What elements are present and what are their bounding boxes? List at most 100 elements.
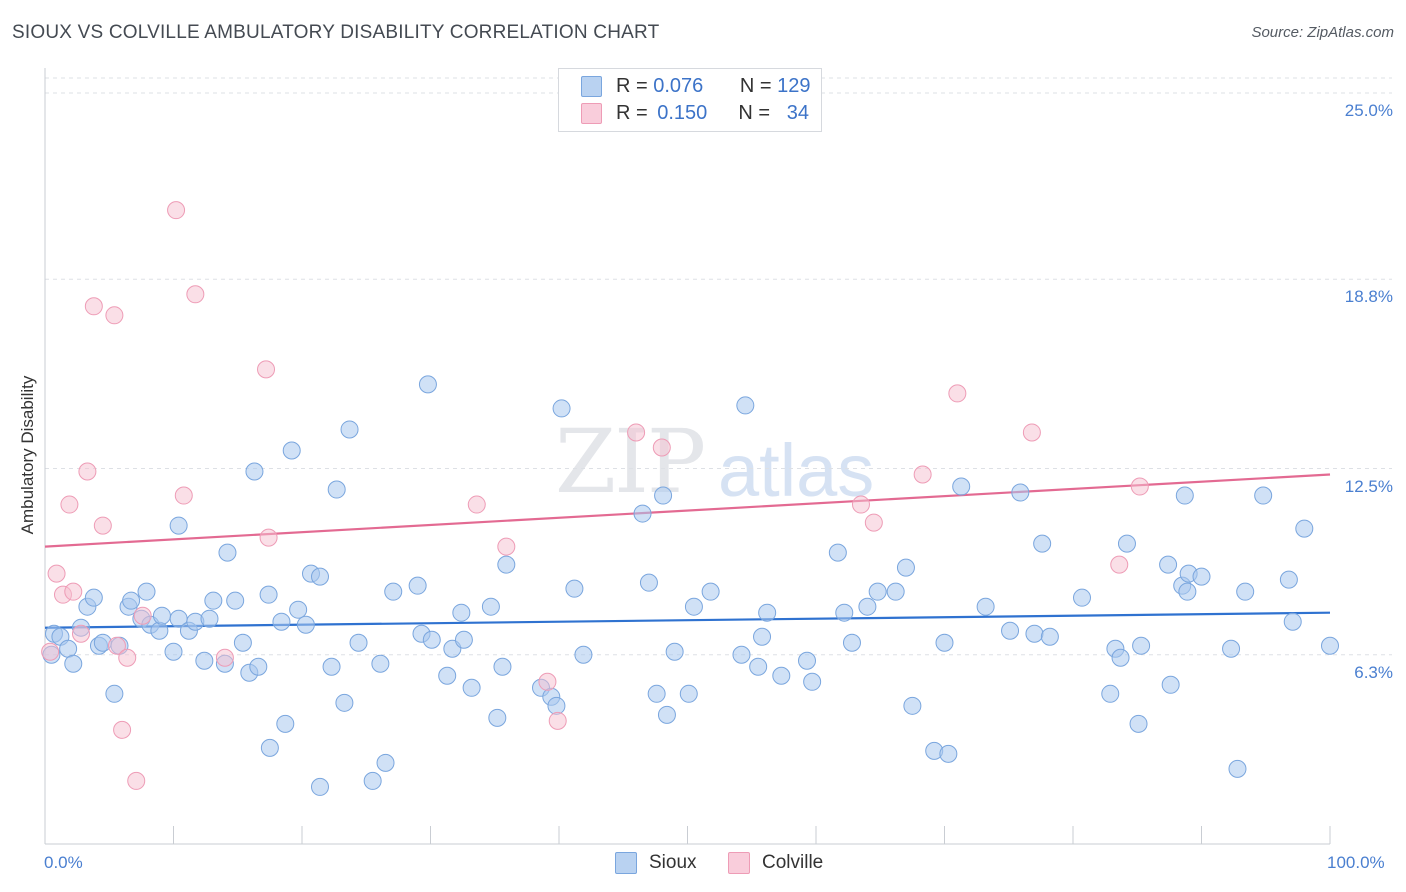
sioux-point bbox=[282, 441, 301, 460]
sioux-trend-line bbox=[44, 611, 1331, 629]
sioux-point bbox=[260, 738, 279, 757]
sioux-point bbox=[886, 582, 905, 601]
sioux-n-label: N = bbox=[739, 74, 772, 97]
sioux-r-value: 0.076 bbox=[653, 74, 704, 97]
sioux-point bbox=[218, 543, 237, 562]
colville-point bbox=[851, 495, 870, 514]
colville-point bbox=[948, 384, 967, 403]
sioux-point bbox=[122, 591, 141, 610]
sioux-point bbox=[1025, 624, 1044, 643]
colville-point bbox=[864, 513, 883, 532]
sioux-point bbox=[976, 597, 995, 616]
colville-point bbox=[127, 771, 146, 790]
sioux-point bbox=[772, 666, 791, 685]
sioux-point bbox=[204, 591, 223, 610]
sioux-point bbox=[195, 651, 214, 670]
sioux-point bbox=[1222, 639, 1241, 658]
sioux-point bbox=[1228, 759, 1247, 778]
y-tick-label: 18.8% bbox=[1344, 287, 1393, 307]
sioux-point bbox=[633, 504, 652, 523]
colville-point bbox=[64, 582, 83, 601]
colville-point bbox=[1110, 555, 1129, 574]
y-tick-label: 25.0% bbox=[1344, 101, 1393, 121]
sioux-point bbox=[1117, 534, 1136, 553]
sioux-point bbox=[939, 744, 958, 763]
sioux-point bbox=[1129, 714, 1148, 733]
sioux-point bbox=[245, 462, 264, 481]
colville-point bbox=[467, 495, 486, 514]
legend-item-sioux[interactable]: Sioux bbox=[615, 852, 697, 874]
colville-point bbox=[60, 495, 79, 514]
sioux-point bbox=[1033, 534, 1052, 553]
sioux-point bbox=[371, 654, 390, 673]
sioux-point bbox=[1283, 612, 1302, 631]
sioux-point bbox=[798, 651, 817, 670]
y-axis-title: Ambulatory Disability bbox=[18, 375, 37, 535]
sioux-point bbox=[310, 777, 329, 796]
sioux-point bbox=[1254, 486, 1273, 505]
sioux-swatch bbox=[581, 75, 602, 97]
colville-point bbox=[133, 606, 152, 625]
sioux-point bbox=[438, 666, 457, 685]
sioux-point bbox=[803, 672, 822, 691]
sioux-point bbox=[647, 684, 666, 703]
sioux-point bbox=[418, 375, 437, 394]
sioux-point bbox=[322, 657, 341, 676]
source-credit: Source: ZipAtlas.com bbox=[1251, 24, 1394, 41]
sioux-point bbox=[327, 480, 346, 499]
sioux-point bbox=[639, 573, 658, 592]
sioux-point bbox=[226, 591, 245, 610]
sioux-point bbox=[1011, 483, 1030, 502]
sioux-point bbox=[1175, 486, 1194, 505]
sioux-point bbox=[684, 597, 703, 616]
colville-point bbox=[84, 297, 103, 316]
stats-legend: R = 0.076 N = 129 R = 0.150 N = 34 bbox=[558, 68, 822, 132]
sioux-point bbox=[753, 627, 772, 646]
watermark-atlas: atlas bbox=[718, 429, 875, 512]
sioux-point bbox=[137, 582, 156, 601]
sioux-point bbox=[335, 693, 354, 712]
sioux-point bbox=[1178, 582, 1197, 601]
sioux-point bbox=[657, 705, 676, 724]
sioux-point bbox=[349, 633, 368, 652]
sioux-point bbox=[1101, 684, 1120, 703]
sioux-point bbox=[935, 633, 954, 652]
colville-point bbox=[186, 285, 205, 304]
colville-n-label: N = bbox=[738, 101, 771, 124]
x-tick-label-min: 0.0% bbox=[44, 853, 83, 872]
colville-point bbox=[71, 624, 90, 643]
colville-point bbox=[538, 672, 557, 691]
legend-item-colville[interactable]: Colville bbox=[728, 852, 823, 874]
sioux-point bbox=[749, 657, 768, 676]
sioux-point bbox=[376, 753, 395, 772]
sioux-point bbox=[1072, 588, 1091, 607]
sioux-point bbox=[736, 396, 755, 415]
sioux-point bbox=[896, 558, 915, 577]
sioux-point bbox=[1321, 636, 1339, 655]
sioux-point bbox=[64, 654, 83, 673]
sioux-point bbox=[422, 630, 441, 649]
sioux-point bbox=[701, 582, 720, 601]
stats-row-sioux: R = 0.076 N = 129 bbox=[581, 73, 811, 99]
colville-point bbox=[113, 720, 132, 739]
sioux-point bbox=[488, 708, 507, 727]
colville-point bbox=[167, 201, 186, 220]
sioux-point bbox=[276, 714, 295, 733]
colville-point bbox=[652, 438, 671, 457]
sioux-legend-swatch bbox=[615, 852, 637, 874]
sioux-point bbox=[1132, 636, 1151, 655]
colville-point bbox=[259, 528, 278, 547]
sioux-point bbox=[868, 582, 887, 601]
colville-point bbox=[257, 360, 276, 379]
sioux-point bbox=[259, 585, 278, 604]
colville-point bbox=[1022, 423, 1041, 442]
sioux-point bbox=[1279, 570, 1298, 589]
colville-r-label: R = bbox=[616, 101, 648, 124]
sioux-point bbox=[296, 615, 315, 634]
sioux-point bbox=[574, 645, 593, 664]
series-legend: Sioux Colville bbox=[0, 850, 1406, 878]
colville-point bbox=[913, 465, 932, 484]
sioux-point bbox=[732, 645, 751, 664]
sioux-point bbox=[493, 657, 512, 676]
